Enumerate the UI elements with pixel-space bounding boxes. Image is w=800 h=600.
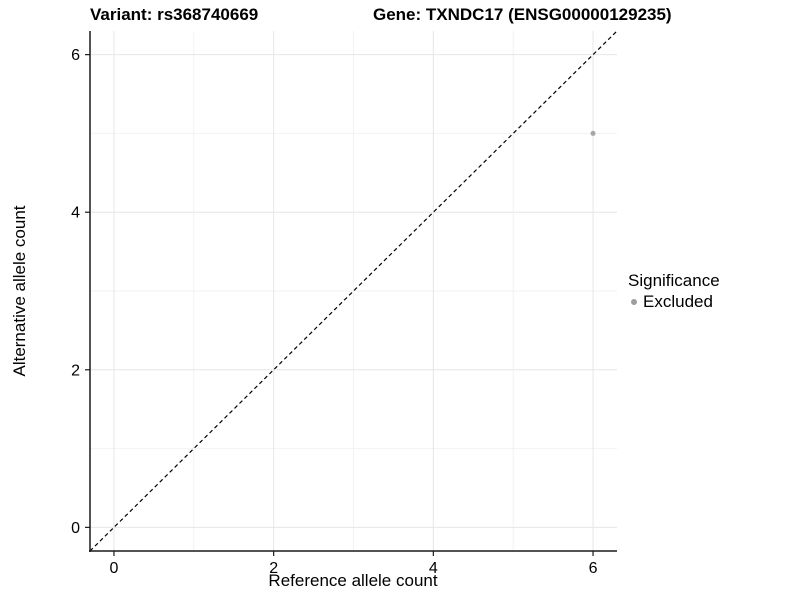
variant-title: Variant: rs368740669: [90, 5, 259, 24]
legend-title: Significance: [628, 271, 720, 290]
legend-item-label: Excluded: [643, 292, 713, 311]
y-axis-title: Alternative allele count: [10, 205, 29, 377]
x-tick-label: 0: [110, 560, 119, 577]
legend-item-excluded: Excluded: [628, 291, 720, 312]
identity-reference-line: [89, 30, 618, 552]
legend: Significance Excluded: [628, 270, 720, 312]
x-tick-label: 2: [269, 560, 278, 577]
y-tick-label: 4: [71, 205, 80, 222]
y-tick-label: 0: [71, 520, 80, 537]
x-tick-label: 4: [429, 560, 438, 577]
gene-title: Gene: TXNDC17 (ENSG00000129235): [373, 5, 672, 24]
data-point: [590, 130, 596, 136]
x-axis-title: Reference allele count: [268, 571, 438, 590]
excluded-point-icon: [631, 298, 637, 305]
y-tick-label: 6: [71, 47, 80, 64]
x-tick-label: 6: [589, 560, 598, 577]
y-tick-label: 2: [71, 362, 80, 379]
